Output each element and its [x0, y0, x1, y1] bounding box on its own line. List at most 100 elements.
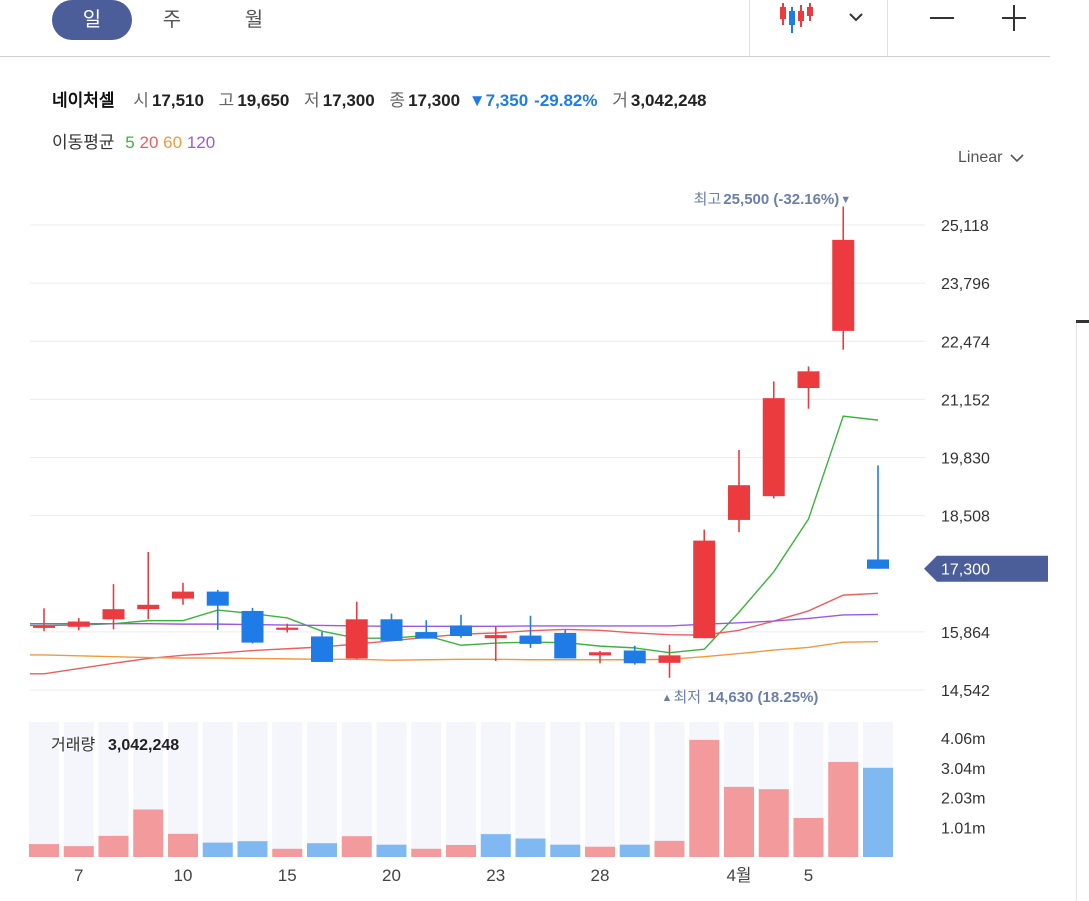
x-axis-tick-label: 28 [591, 866, 610, 885]
volume-bar [724, 786, 754, 857]
scale-selector-label: Linear [958, 149, 1003, 166]
volume-column [515, 722, 546, 857]
candle-body [623, 650, 646, 664]
open-value: 17,510 [151, 91, 204, 110]
top-toolbar: 일 주 월 [0, 0, 1050, 57]
ma-120-label[interactable]: 120 [186, 133, 216, 152]
volume-bar [202, 842, 233, 857]
candle-body [797, 371, 820, 389]
volume-bar [863, 767, 893, 857]
candle-body [832, 239, 855, 331]
tab-monthly[interactable]: 월 [244, 9, 264, 31]
y-axis-tick-label: 15,864 [941, 625, 990, 642]
chart-type-dropdown[interactable] [842, 0, 870, 34]
volume-bar [133, 809, 164, 857]
chart-type-button[interactable] [772, 0, 820, 34]
volume-column [376, 722, 407, 857]
max-marker-prefix: 최고 [694, 191, 722, 208]
plus-icon [1002, 5, 1026, 31]
volume-bar [341, 836, 372, 857]
candle-body [206, 591, 229, 606]
ma-20-label[interactable]: 20 [139, 133, 159, 152]
candle-body [450, 625, 472, 637]
min-price-marker: ▲ 최저 14,630 (18.25%) [662, 689, 819, 706]
moving-average-5-line [30, 415, 879, 654]
volume-bar [793, 817, 824, 857]
volume-column [272, 722, 303, 857]
low-value: 17,300 [322, 91, 375, 110]
volume-label: 거 [612, 91, 628, 110]
candle-body [67, 621, 90, 627]
volume-panel-value: 3,042,248 [108, 737, 179, 754]
x-axis-tick-label: 7 [74, 866, 83, 885]
candle-body [380, 619, 403, 641]
candle-body [693, 540, 716, 639]
scale-selector[interactable]: Linear [958, 149, 1025, 167]
volume-bar [480, 834, 511, 857]
candle-body [137, 604, 160, 610]
y-axis-tick-label: 18,508 [941, 509, 990, 526]
volume-column [307, 722, 337, 857]
y-axis-tick-label: 22,474 [941, 334, 990, 351]
max-price-marker: 최고 25,500 (-32.16%) ▼ [694, 191, 852, 208]
x-axis-tick-label: 20 [382, 866, 401, 885]
candle-body [554, 632, 577, 659]
x-axis-tick-label: 15 [278, 866, 297, 885]
y-axis-tick-label: 23,796 [941, 276, 990, 293]
volume-bar [376, 844, 407, 857]
candle-body [33, 625, 55, 628]
x-axis-tick-label: 23 [486, 866, 505, 885]
candle-body [867, 559, 889, 569]
candle-body [519, 635, 542, 644]
volume-column [237, 722, 268, 857]
close-label: 종 [389, 91, 406, 110]
panel-divider [1076, 323, 1077, 901]
open-label: 시 [133, 91, 149, 110]
high-value: 19,650 [237, 91, 290, 110]
y-axis-tick-label: 19,830 [941, 451, 990, 468]
candle-body [311, 636, 333, 662]
min-marker-text: 14,630 (18.25%) [708, 689, 819, 706]
volume-column [29, 722, 59, 857]
volume-axis-tick-label: 3.04m [941, 761, 985, 778]
volume-bar [689, 739, 720, 857]
chevron-down-icon [1010, 154, 1025, 163]
tab-daily[interactable]: 일 [52, 0, 132, 40]
moving-average-legend: 이동평균 5 20 60 120 [52, 128, 215, 153]
x-axis-tick-label: 5 [804, 866, 813, 885]
x-axis-tick-label: 4월 [726, 866, 751, 885]
toolbar-divider [887, 0, 888, 56]
y-axis-tick-label: 14,542 [941, 683, 990, 700]
zoom-out-button[interactable] [922, 0, 962, 34]
volume-panel-label: 거래량 [51, 736, 95, 754]
current-price-label: 17,300 [941, 562, 990, 579]
volume-value: 3,042,248 [630, 91, 707, 110]
volume-bar [446, 844, 476, 857]
zoom-in-button[interactable] [994, 0, 1034, 34]
ma-60-label[interactable]: 60 [163, 133, 183, 152]
volume-bar [550, 844, 581, 857]
volume-column [446, 722, 476, 857]
tab-weekly[interactable]: 주 [162, 9, 182, 31]
candle-body [728, 485, 750, 520]
volume-bar [307, 843, 337, 857]
y-axis-tick-label: 21,152 [941, 392, 990, 409]
candle-body [102, 609, 125, 620]
candle-body [762, 398, 785, 497]
volume-column [341, 722, 372, 857]
ma-5-label[interactable]: 5 [125, 133, 135, 152]
panel-scroll-handle[interactable] [1076, 320, 1089, 323]
moving-average-60-line [30, 641, 879, 661]
candle-body [658, 655, 681, 663]
volume-bar [515, 838, 546, 857]
volume-axis-tick-label: 4.06m [941, 731, 985, 748]
change-value: ▼7,350 [468, 91, 529, 110]
volume-column [550, 722, 581, 857]
minus-icon [930, 17, 954, 19]
high-label: 고 [218, 91, 235, 110]
candle-body [241, 610, 264, 643]
low-label: 저 [304, 91, 320, 110]
volume-column [63, 722, 94, 857]
volume-axis-tick-label: 1.01m [941, 820, 985, 837]
